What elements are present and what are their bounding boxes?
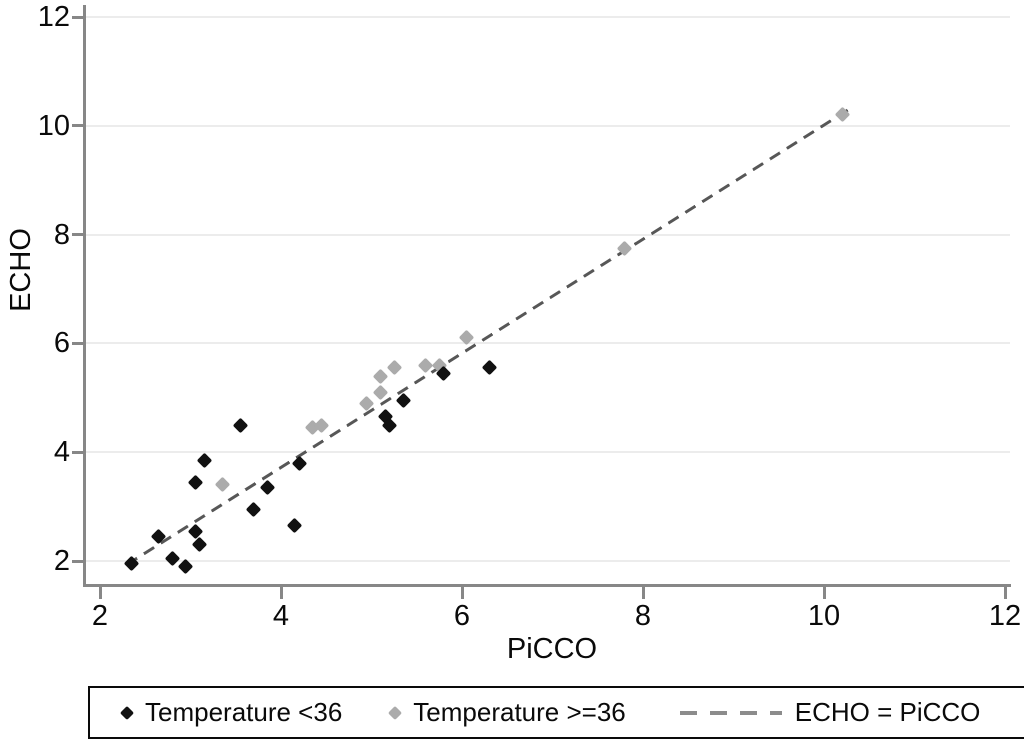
x-tick-label: 8 [634,600,652,632]
data-point-temp-lt36 [164,550,181,567]
x-tick-label: 12 [988,600,1022,632]
data-point-temp-lt36 [246,501,262,518]
y-tick [72,15,84,19]
y-tick-label: 2 [53,545,70,577]
legend-label: Temperature <36 [145,697,343,727]
y-gridline [86,342,1010,345]
data-point-temp-ge36 [386,360,402,376]
y-tick [72,341,84,345]
data-point-temp-lt36 [232,417,249,433]
x-tick [822,587,826,599]
data-point-temp-lt36 [286,517,303,534]
legend: Temperature <36 Temperature >=36 ECHO = … [88,686,1024,739]
echo-equals-picco-line [126,108,851,567]
data-point-temp-ge36 [372,368,389,384]
data-point-temp-lt36 [196,452,212,469]
y-axis-line [83,5,86,587]
data-point-temp-lt36 [481,360,497,376]
x-tick [98,587,102,599]
y-tick [72,124,84,128]
diamond-marker-gray-icon [388,705,403,720]
y-tick [72,233,84,237]
y-gridline [86,451,1010,454]
x-tick [460,587,464,599]
x-axis-line [83,584,1011,587]
y-gridline [86,16,1010,18]
y-tick-label: 8 [53,218,70,251]
x-tick-label: 4 [272,600,290,632]
y-gridline [86,124,1010,127]
y-tick-label: 10 [37,109,70,142]
data-point-temp-ge36 [214,477,230,493]
diamond-marker-black-icon [119,705,135,720]
x-tick-label: 2 [91,600,109,632]
legend-label: ECHO = PiCCO [794,697,981,727]
y-tick-label: 12 [37,1,70,33]
legend-item-reference-line: ECHO = PiCCO [679,697,981,728]
legend-item-temp-lt36: Temperature <36 [119,697,343,728]
x-axis-title: PiCCO [506,633,598,665]
legend-item-temp-ge36: Temperature >=36 [388,697,626,728]
data-point-temp-lt36 [191,536,208,553]
data-point-temp-lt36 [259,479,276,496]
y-tick-label: 4 [53,436,70,469]
data-point-temp-ge36 [372,384,389,401]
x-tick-label: 10 [807,600,841,632]
x-tick [1003,587,1007,599]
y-axis-title: ECHO [5,228,37,312]
y-tick [72,450,84,454]
y-tick [72,559,84,563]
x-tick-label: 6 [453,600,471,632]
y-gridline [86,560,1010,562]
y-gridline [86,233,1010,236]
x-tick [279,587,283,599]
x-tick [641,587,645,599]
data-point-temp-lt36 [187,474,203,490]
legend-label: Temperature >=36 [413,697,626,727]
dashed-line-sample-icon [679,710,782,715]
y-tick-label: 6 [53,327,70,360]
